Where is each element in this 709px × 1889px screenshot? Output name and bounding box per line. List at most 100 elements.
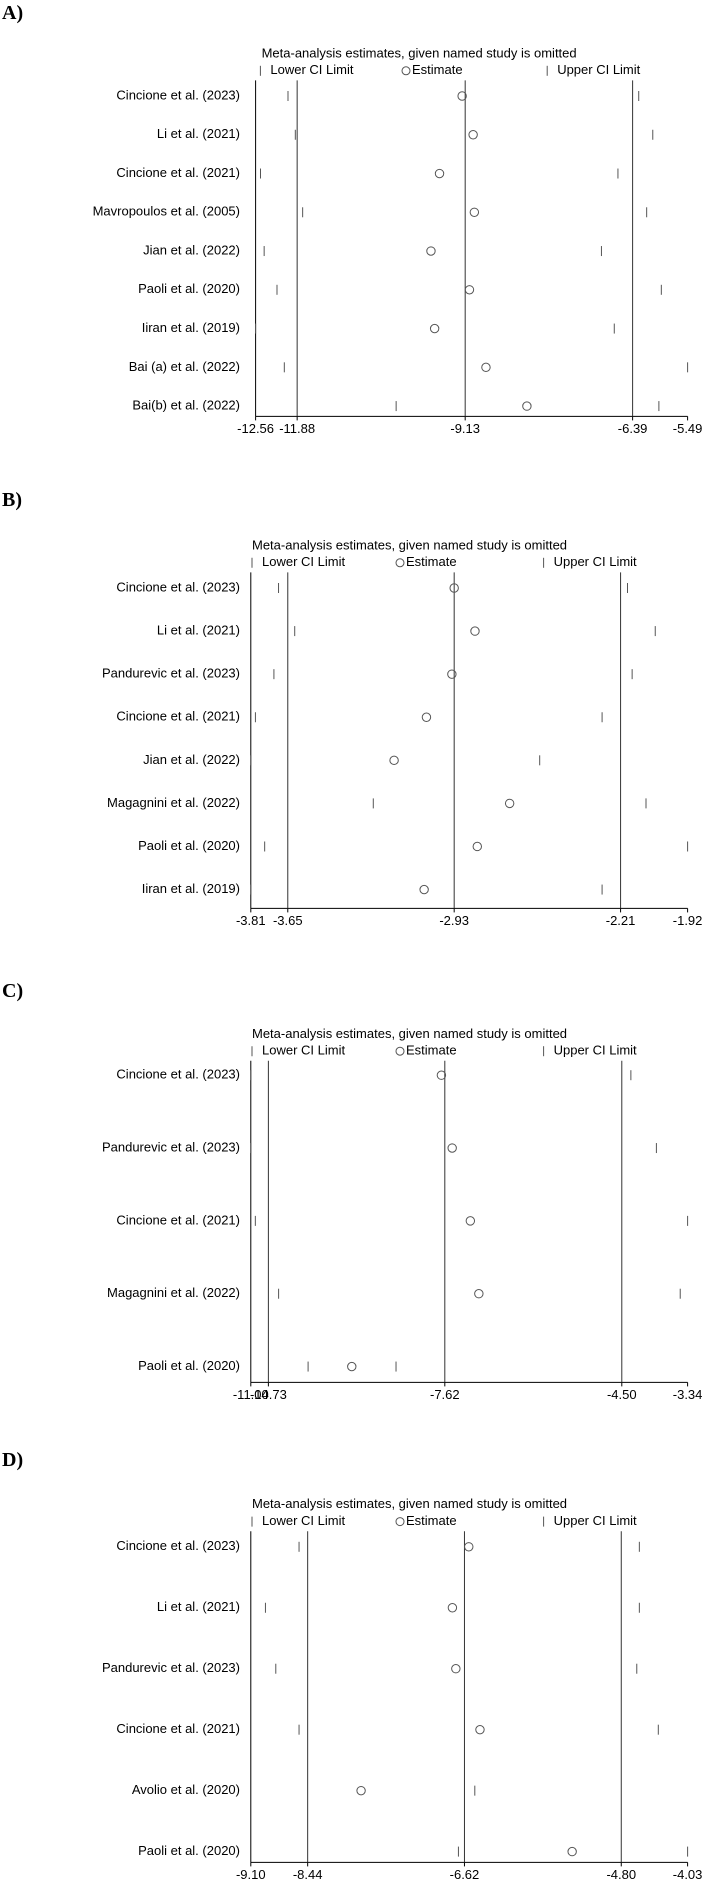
chart-title: Meta-analysis estimates, given named stu…	[252, 1496, 567, 1511]
estimate-marker	[434, 168, 445, 179]
legend-label: Lower CI Limit	[262, 1513, 345, 1528]
x-tick-label: -5.49	[673, 421, 703, 436]
study-label: Cincione et al. (2023)	[116, 1538, 240, 1553]
study-label: Jian et al. (2022)	[143, 242, 240, 257]
x-tick-label: -6.62	[450, 1867, 480, 1882]
x-tick-label: -1.92	[673, 913, 703, 928]
x-tick-label: -12.56	[237, 421, 274, 436]
legend-label: Lower CI Limit	[262, 554, 345, 569]
study-label: Pandurevic et al. (2023)	[102, 666, 240, 681]
legend-label: Estimate	[412, 62, 463, 77]
x-tick-label: -10.73	[250, 1387, 287, 1402]
chart-title: Meta-analysis estimates, given named stu…	[262, 45, 577, 60]
legend-label: Estimate	[406, 554, 457, 569]
estimate-marker	[472, 841, 482, 852]
estimate-marker	[419, 884, 429, 895]
estimate-marker	[421, 712, 432, 722]
x-tick-label: -11.88	[279, 421, 315, 436]
study-label: Li et al. (2021)	[157, 623, 240, 638]
study-label: Cincione et al. (2021)	[116, 165, 240, 180]
study-label: Jian et al. (2022)	[143, 752, 240, 767]
legend-symbol	[395, 1046, 405, 1056]
study-label: Magagnini et al. (2022)	[107, 795, 240, 810]
chart-title: Meta-analysis estimates, given named stu…	[252, 1026, 567, 1041]
estimate-marker	[436, 1070, 447, 1080]
estimate-marker	[522, 401, 532, 411]
study-label: Paoli et al. (2020)	[138, 281, 240, 296]
x-tick-label: -3.34	[673, 1387, 703, 1402]
study-label: Cincione et al. (2021)	[116, 1721, 240, 1736]
study-label: Pandurevic et al. (2023)	[102, 1139, 240, 1154]
x-tick-label: -4.80	[606, 1867, 636, 1882]
panel-label: A)	[2, 2, 23, 24]
estimate-marker	[474, 1289, 484, 1299]
study-label: Pandurevic et al. (2023)	[102, 1660, 240, 1675]
estimate-marker	[447, 1143, 457, 1153]
estimate-marker	[567, 1846, 577, 1857]
estimate-marker	[464, 285, 475, 295]
estimate-marker	[468, 130, 478, 140]
legend-label: Upper CI Limit	[557, 62, 640, 77]
x-tick-label: -3.65	[273, 913, 303, 928]
study-label: Paoli et al. (2020)	[138, 1843, 240, 1858]
study-label: Magagnini et al. (2022)	[107, 1285, 240, 1300]
estimate-marker	[465, 1216, 476, 1226]
x-tick-label: -9.10	[236, 1867, 266, 1882]
study-label: Cincione et al. (2023)	[116, 1067, 240, 1082]
chart-title: Meta-analysis estimates, given named stu…	[252, 537, 567, 552]
estimate-marker	[429, 323, 440, 334]
x-tick-label: -11.04	[233, 1387, 269, 1402]
estimate-marker	[356, 1785, 366, 1796]
estimate-marker	[426, 246, 436, 256]
panel-label: B)	[2, 489, 22, 511]
estimate-marker	[447, 1603, 458, 1613]
estimate-marker	[449, 583, 459, 593]
x-tick-label: -8.44	[293, 1867, 323, 1882]
study-label: Cincione et al. (2023)	[116, 87, 240, 102]
x-tick-label: -2.93	[439, 913, 469, 928]
x-tick-label: -9.13	[450, 421, 480, 436]
legend-label: Upper CI Limit	[554, 1513, 637, 1528]
x-tick-label: -3.81	[236, 913, 266, 928]
estimate-marker	[469, 207, 480, 217]
study-label: Mavropoulos et al. (2005)	[93, 204, 240, 219]
estimate-marker	[481, 362, 491, 373]
legend-symbol	[401, 66, 411, 76]
legend-label: Lower CI Limit	[262, 1043, 345, 1058]
study-label: Li et al. (2021)	[157, 126, 240, 141]
estimate-marker	[451, 1664, 461, 1674]
study-label: Cincione et al. (2023)	[116, 579, 240, 594]
study-label: Cincione et al. (2021)	[116, 1212, 240, 1227]
estimate-marker	[347, 1361, 357, 1372]
estimate-marker	[464, 1542, 474, 1552]
legend-label: Upper CI Limit	[554, 554, 637, 569]
legend-symbol	[395, 1517, 405, 1527]
estimate-marker	[504, 798, 515, 809]
x-tick-label: -6.39	[618, 421, 648, 436]
study-label: Iiran et al. (2019)	[142, 320, 240, 335]
x-tick-label: -4.50	[607, 1387, 637, 1402]
study-label: Bai(b) et al. (2022)	[132, 398, 240, 413]
legend-label: Estimate	[406, 1513, 457, 1528]
legend-label: Estimate	[406, 1043, 457, 1058]
study-label: Paoli et al. (2020)	[138, 838, 240, 853]
estimate-marker	[447, 669, 457, 679]
study-label: Iiran et al. (2019)	[142, 881, 240, 896]
panel-label: D)	[2, 1449, 23, 1471]
x-tick-label: -4.03	[673, 1867, 703, 1882]
estimate-marker	[457, 91, 467, 101]
estimate-marker	[475, 1724, 485, 1735]
study-label: Avolio et al. (2020)	[132, 1782, 240, 1797]
estimate-marker	[470, 626, 480, 636]
study-label: Bai (a) et al. (2022)	[129, 359, 240, 374]
legend-label: Lower CI Limit	[270, 62, 353, 77]
estimate-marker	[389, 755, 399, 766]
study-label: Cincione et al. (2021)	[116, 709, 240, 724]
panel-label: C)	[2, 980, 23, 1002]
study-label: Paoli et al. (2020)	[138, 1358, 240, 1373]
study-label: Li et al. (2021)	[157, 1599, 240, 1614]
legend-symbol	[395, 558, 405, 568]
x-tick-label: -2.21	[606, 913, 636, 928]
legend-label: Upper CI Limit	[554, 1043, 637, 1058]
